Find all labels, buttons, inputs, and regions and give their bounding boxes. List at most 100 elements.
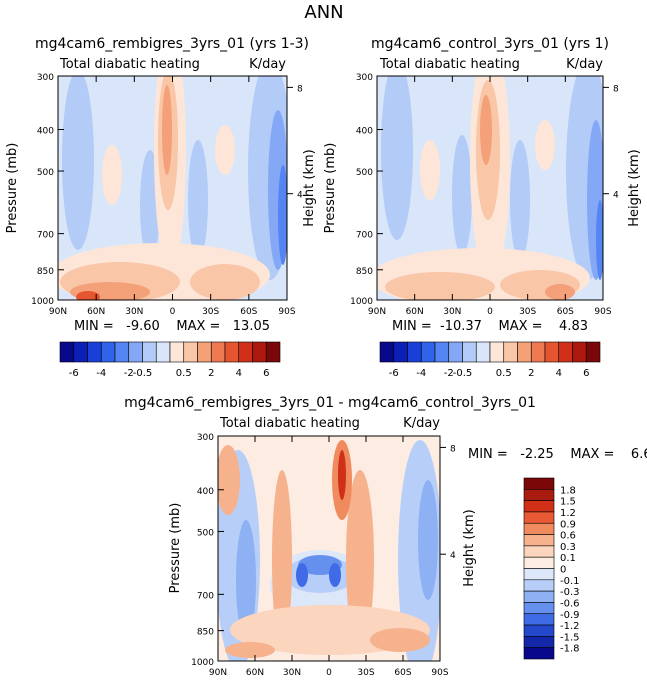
colorbar-swatch	[462, 341, 477, 363]
field-blob-neg	[278, 165, 287, 265]
figure-title: ANN	[304, 2, 343, 23]
colorbar-label: 6	[263, 368, 269, 379]
x-axis-ticks: 90N 60N 30N 0 30S 60S 90S	[368, 76, 612, 317]
colorbar-swatch	[475, 341, 491, 363]
y-tick-label: 300	[37, 73, 54, 83]
colorbar-label: 1.5	[560, 497, 576, 508]
colorbar-label: -1.5	[560, 632, 580, 643]
y-axis-ticks: 300 400 500 700 850 1000	[31, 73, 64, 307]
field-blob-pos	[370, 628, 430, 652]
x-tick-label: 90N	[368, 307, 386, 317]
x-tick-label: 90N	[49, 307, 67, 317]
y-tick-label: 500	[37, 168, 54, 178]
colorbar-label: -2	[124, 368, 134, 379]
y2-tick-label: 8	[613, 84, 619, 94]
y-tick-label: 700	[37, 231, 54, 241]
field-blob-neg	[381, 76, 413, 240]
colorbar-swatch	[558, 341, 573, 363]
field-blob-pos	[215, 125, 235, 175]
x-axis-ticks: 90N 60N 30N 0 30S 60S 90S	[209, 436, 449, 678]
colorbar-swatch	[585, 341, 601, 363]
colorbar-swatch	[142, 341, 157, 363]
colorbar-swatch	[224, 341, 240, 363]
colorbar-swatch	[379, 341, 395, 363]
panel-difference: mg4cam6_rembigres_3yrs_01 - mg4cam6_cont…	[124, 395, 647, 678]
colorbar-swatch	[523, 511, 555, 524]
colorbar-swatch	[155, 341, 171, 363]
colorbar-label: -1.2	[560, 621, 580, 632]
y-tick-label: 500	[356, 168, 373, 178]
y2-axis-ticks: 84	[440, 444, 456, 561]
y2-axis-ticks: 84	[287, 84, 303, 201]
colorbar-swatch	[128, 341, 143, 363]
field-blob-pos	[480, 95, 492, 165]
y-axis-label: Pressure (mb)	[323, 143, 338, 234]
y2-tick-label: 8	[297, 84, 303, 94]
x-tick-label: 60N	[87, 307, 105, 317]
colorbar-swatch	[523, 579, 555, 592]
colorbar-label: -0.1	[560, 576, 580, 587]
colorbar-swatch	[197, 341, 212, 363]
colorbar-swatch	[523, 534, 555, 547]
panel-title: mg4cam6_rembigres_3yrs_01 - mg4cam6_cont…	[124, 395, 536, 411]
colorbar-swatch	[183, 341, 198, 363]
field-blob-neg	[329, 563, 341, 587]
y-axis-label: Pressure (mb)	[168, 503, 183, 594]
panel-rembigres: mg4cam6_rembigres_3yrs_01 (yrs 1-3) Tota…	[5, 36, 317, 379]
x-tick-label: 60N	[246, 668, 264, 678]
y-axis-label: Pressure (mb)	[5, 143, 20, 234]
colorbar-swatch	[393, 341, 408, 363]
stats-readout: MIN = -9.60 MAX = 13.05	[74, 319, 270, 334]
field-blob-pos	[102, 145, 122, 205]
panel-subtitle: Total diabatic heating	[59, 57, 200, 72]
y-axis-ticks: 300 400 500 700 850 1000	[350, 73, 383, 307]
x-tick-label: 90N	[209, 668, 227, 678]
colorbar-label: -0.6	[560, 598, 580, 609]
colorbar-label: -0.9	[560, 610, 580, 621]
colorbar-swatch	[59, 341, 75, 363]
colorbar-swatch	[210, 341, 226, 363]
field-blob-pos	[338, 450, 346, 500]
colorbar-label: -6	[69, 368, 79, 379]
colorbar-swatch	[407, 341, 422, 363]
colorbar-swatch	[523, 500, 555, 513]
y-tick-label: 300	[197, 433, 214, 443]
colorbar-swatch	[523, 556, 555, 569]
colorbar-label: 0.5	[176, 368, 192, 379]
colorbar-swatch	[265, 341, 281, 363]
colorbar-swatch	[523, 624, 555, 637]
colorbar-label: -4	[416, 368, 426, 379]
colorbar-swatch	[503, 341, 518, 363]
field-blob-neg	[188, 140, 208, 260]
field-blob-pos	[218, 445, 240, 515]
colorbar-swatch	[530, 341, 546, 363]
panel-subtitle: Total diabatic heating	[379, 57, 520, 72]
colorbar-swatch	[523, 545, 555, 558]
y-tick-label: 400	[37, 127, 54, 137]
x-tick-label: 0	[326, 668, 332, 678]
colorbar-swatch	[517, 341, 532, 363]
x-tick-label: 60N	[406, 307, 424, 317]
colorbar-label: -0.3	[560, 587, 580, 598]
colorbar-swatch	[572, 341, 587, 363]
colorbar-swatch	[238, 341, 253, 363]
x-tick-label: 30S	[357, 668, 374, 678]
y2-tick-label: 4	[613, 191, 619, 201]
colorbar-swatch	[100, 341, 116, 363]
x-axis-ticks: 90N 60N 30N 0 30S 60S 90S	[49, 76, 296, 317]
colorbar-label: 0.1	[560, 553, 576, 564]
y2-axis-label: Height (km)	[627, 149, 642, 226]
field-blob-pos	[346, 470, 374, 650]
y-tick-label: 400	[356, 127, 373, 137]
x-tick-label: 0	[487, 307, 493, 317]
x-tick-label: 30S	[519, 307, 536, 317]
field-blob-pos	[76, 291, 100, 300]
colorbar-swatch	[448, 341, 463, 363]
colorbar-swatch	[434, 341, 450, 363]
x-tick-label: 60S	[394, 668, 411, 678]
y-tick-label: 400	[197, 487, 214, 497]
colorbar-label: 1.8	[560, 485, 576, 496]
panel-title: mg4cam6_control_3yrs_01 (yrs 1)	[371, 36, 609, 52]
colorbar-label: -1.8	[560, 644, 580, 655]
